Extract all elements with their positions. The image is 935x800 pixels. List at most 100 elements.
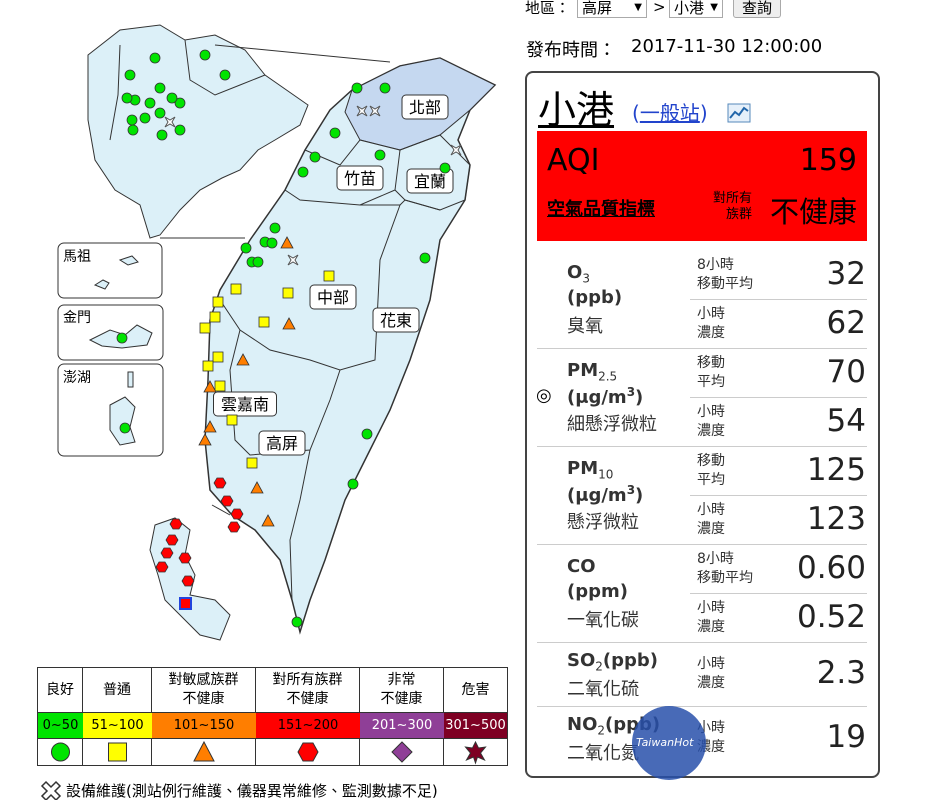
aqi-caption[interactable]: 空氣品質指標: [547, 199, 655, 220]
chart-icon[interactable]: [727, 103, 751, 123]
aqi-group: 對所有 族群: [713, 191, 752, 223]
period-line: 小時: [697, 501, 725, 518]
pollutant-unit: (ppb): [567, 287, 622, 308]
pollutant-name: O3: [567, 262, 590, 286]
legend-icon-group: [464, 740, 487, 765]
legend-range: 151~200: [256, 713, 360, 739]
station-marker: [351, 82, 363, 94]
station-marker: [246, 457, 258, 469]
station-marker: [126, 114, 138, 126]
region-label-box: [213, 391, 277, 417]
name: NO: [567, 713, 598, 735]
pollutant-unit: (μg/m3): [567, 385, 643, 408]
aqi-value: 159: [799, 143, 857, 178]
pollutant-name: CO: [567, 556, 596, 577]
station-marker: [227, 521, 241, 533]
station-marker: [154, 107, 166, 119]
legend-icon: [391, 741, 413, 763]
station-marker: [329, 127, 341, 139]
station-marker: [212, 351, 224, 363]
region-select[interactable]: 高屏 ▼: [577, 0, 647, 18]
station-marker: [181, 575, 195, 587]
header-line: 不健康: [286, 691, 329, 707]
station-marker: [155, 561, 169, 573]
selected-station: [179, 597, 192, 610]
group-line: 族群: [726, 207, 753, 222]
station-select[interactable]: 小港 ▼: [669, 0, 723, 18]
period-line: 小時: [697, 599, 725, 616]
unit: (μg/m: [567, 387, 627, 408]
station-marker: [144, 97, 156, 109]
station-marker: [198, 433, 212, 446]
period-line: 小時: [697, 403, 725, 420]
region-border: [229, 329, 341, 456]
station-marker: [240, 242, 252, 254]
period-line: 濃度: [697, 422, 725, 439]
station-marker: [323, 270, 335, 282]
station-marker: [291, 616, 303, 628]
legend-icon: [193, 740, 215, 762]
period: 小時 濃度: [697, 403, 725, 441]
aqi-status: 不健康: [769, 195, 857, 229]
value: 0.60: [796, 549, 866, 586]
station-marker: [119, 422, 131, 434]
pollutant-unit: (μg/m3): [567, 483, 643, 506]
station-marker: [199, 49, 211, 61]
station-marker: [156, 129, 168, 141]
station-type-link[interactable]: 一般站: [639, 101, 700, 125]
region-border: [284, 139, 401, 206]
period: 小時 濃度: [697, 655, 725, 693]
unit: (ppb): [567, 287, 623, 308]
region-label-box: [406, 168, 454, 194]
name: CO: [567, 556, 596, 577]
station-marker: [214, 380, 226, 392]
period: 小時 濃度: [697, 599, 725, 637]
station-marker: [374, 149, 386, 161]
query-button[interactable]: 查詢: [733, 0, 781, 18]
name: O: [567, 262, 583, 283]
name: SO: [567, 649, 596, 671]
aqi-box: AQI 159 空氣品質指標 對所有 族群 不健康: [537, 131, 867, 241]
value: 54: [826, 402, 866, 439]
pollutant-name: PM2.5: [567, 360, 617, 384]
region-label: 竹苗: [344, 169, 376, 188]
subrow-divider: [690, 397, 867, 398]
station-marker: [419, 252, 431, 264]
row-divider: [537, 642, 867, 643]
station-marker: [219, 69, 231, 81]
header-line: 不健康: [380, 691, 423, 707]
period-line: 小時: [697, 656, 725, 672]
value: 0.52: [796, 598, 866, 635]
region-label: 北部: [409, 98, 441, 117]
region-label: 地區：: [525, 0, 571, 17]
island-label: 金門: [63, 310, 91, 326]
station-marker: [309, 151, 321, 163]
station-marker: [174, 124, 186, 136]
station-marker: [361, 428, 373, 440]
value: 125: [806, 451, 866, 488]
station-marker: [149, 52, 161, 64]
period-line: 平均: [697, 373, 725, 390]
region-label: 花東: [380, 311, 412, 330]
island-box: [57, 242, 163, 299]
unit: (ppb): [602, 649, 659, 671]
value: 70: [826, 353, 866, 390]
watermark-badge: TaiwanHot: [632, 706, 706, 780]
station-marker: [169, 518, 183, 530]
legend-header: 非常 不健康: [360, 668, 444, 713]
station-marker: [269, 222, 281, 234]
period-line: 濃度: [697, 618, 725, 635]
unit: (μg/m: [567, 485, 627, 506]
inset-border: [109, 44, 121, 141]
period: 8小時 移動平均: [697, 550, 753, 588]
period: 8小時 移動平均: [697, 256, 753, 294]
header-line: 非常: [387, 672, 416, 688]
region-label-box: [309, 284, 357, 310]
row-divider: [537, 348, 867, 349]
legend-icon-group: [297, 742, 319, 762]
legend-icon-cell: [51, 739, 83, 765]
period-line: 小時: [697, 305, 725, 322]
inset-border: [184, 39, 266, 96]
legend-range: 101~150: [152, 713, 256, 739]
pollutant-label: 二氧化氮: [567, 742, 639, 764]
